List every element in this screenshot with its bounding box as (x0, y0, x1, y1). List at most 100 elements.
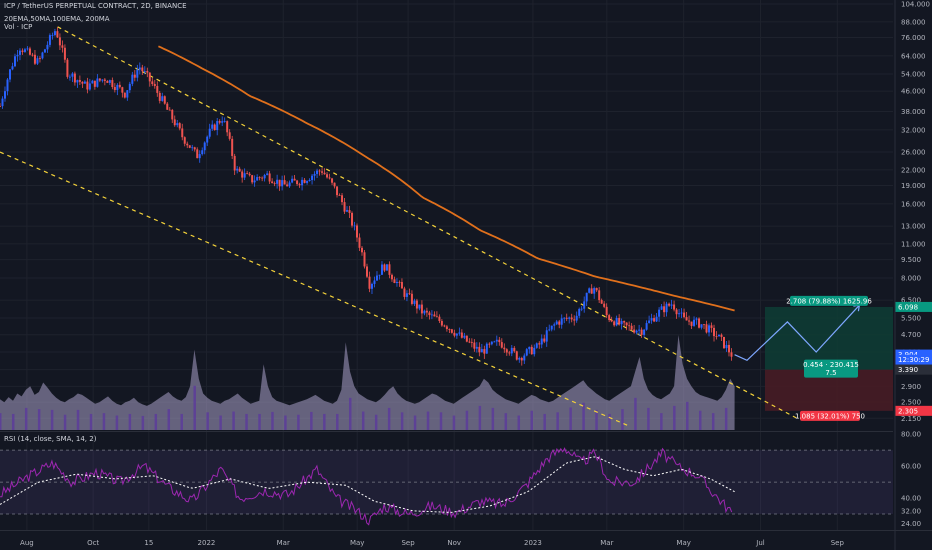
candle-body (428, 312, 431, 316)
projection-path (734, 304, 860, 362)
candle-body (186, 143, 189, 146)
candle-body (346, 210, 349, 212)
candle-body (298, 184, 301, 186)
time-tick-label: 2022 (198, 539, 216, 547)
price-tick-label: 5.500 (901, 314, 921, 322)
time-tick-label: Jul (755, 539, 765, 547)
price-tick-label: 88.000 (901, 18, 926, 26)
candle-body (568, 317, 571, 319)
candle-body (286, 184, 289, 187)
candle-body (603, 303, 606, 307)
price-marker-label: 6.098 (898, 303, 918, 311)
volume-bar (374, 414, 378, 430)
volume-bar (128, 413, 132, 430)
candle-body (410, 293, 413, 304)
candle-body (68, 76, 71, 78)
price-tick-label: 38.000 (901, 108, 926, 116)
price-tick-label: 26.000 (901, 149, 926, 157)
candle-body (720, 334, 723, 337)
candle-body (478, 346, 481, 353)
moving-average-line (158, 45, 735, 312)
volume-bar (102, 413, 106, 430)
candle-body (61, 45, 64, 48)
candle-body (268, 173, 271, 182)
volume-bar (0, 413, 2, 430)
candle-body (385, 264, 388, 271)
candle-body (296, 180, 299, 185)
volume-bar (556, 412, 559, 430)
candle-body (128, 83, 131, 91)
candle-body (326, 174, 329, 178)
candle-body (11, 66, 14, 70)
time-tick-label: May (676, 539, 690, 547)
target-label-text: 2.708 (79.88%) 1625.96 (786, 297, 872, 305)
candle-body (405, 293, 408, 297)
candle-body (695, 318, 698, 320)
candle-body (473, 342, 476, 349)
candle-body (266, 173, 269, 175)
stop-label-text: 1.085 (32.01%) 750 (795, 412, 865, 420)
candle-body (28, 48, 31, 55)
candle-body (543, 338, 546, 342)
candle-body (523, 355, 526, 361)
candle-body (653, 318, 656, 322)
candle-body (463, 335, 466, 338)
volume-bar (297, 414, 300, 430)
candle-body (143, 71, 146, 72)
candle-body (633, 329, 636, 333)
candle-body (328, 177, 331, 179)
candle-body (291, 178, 294, 183)
candle-body (480, 349, 483, 353)
volume-bar (24, 407, 28, 430)
candle-body (353, 225, 356, 227)
price-tick-label: 16.000 (901, 200, 926, 208)
volume-bar (323, 413, 326, 430)
candle-body (241, 171, 244, 178)
candle-body (6, 79, 9, 92)
price-tick-label: 46.000 (901, 88, 926, 96)
candle-body (363, 252, 366, 267)
candle-body (251, 175, 254, 183)
candle-body (618, 317, 621, 325)
ratio-label-text: 7.5 (825, 369, 836, 377)
candle-body (465, 335, 468, 342)
candle-body (171, 109, 174, 120)
candle-body (718, 334, 721, 337)
candle-body (341, 195, 344, 203)
candle-body (450, 329, 453, 333)
candle-body (425, 310, 428, 313)
time-tick-label: May (350, 539, 364, 547)
candle-body (520, 357, 523, 361)
candle-body (343, 202, 346, 212)
candle-body (598, 290, 601, 301)
candle-body (635, 330, 638, 333)
candle-body (608, 315, 611, 321)
candle-body (191, 147, 194, 149)
candle-body (398, 281, 401, 283)
candle-body (331, 178, 334, 183)
candle-body (258, 177, 261, 178)
candle-body (668, 303, 671, 306)
candle-body (271, 181, 274, 184)
time-tick-label: Mar (277, 539, 290, 547)
volume-bar (504, 413, 508, 430)
price-axis-bg (895, 0, 932, 550)
candle-body (500, 342, 503, 348)
candle-body (495, 339, 498, 342)
candle-body (400, 282, 403, 289)
candle-body (188, 145, 191, 148)
candle-body (433, 314, 436, 317)
candle-body (553, 324, 556, 326)
price-marker-box (895, 349, 932, 360)
price-tick-label: 2.150 (901, 415, 921, 423)
candle-body (63, 47, 66, 60)
candle-body (700, 324, 703, 328)
price-tick-label: 19.000 (901, 182, 926, 190)
candle-body (288, 182, 291, 187)
candle-body (393, 279, 396, 284)
candle-body (338, 195, 341, 196)
candle-body (66, 59, 69, 77)
candle-body (218, 121, 221, 123)
